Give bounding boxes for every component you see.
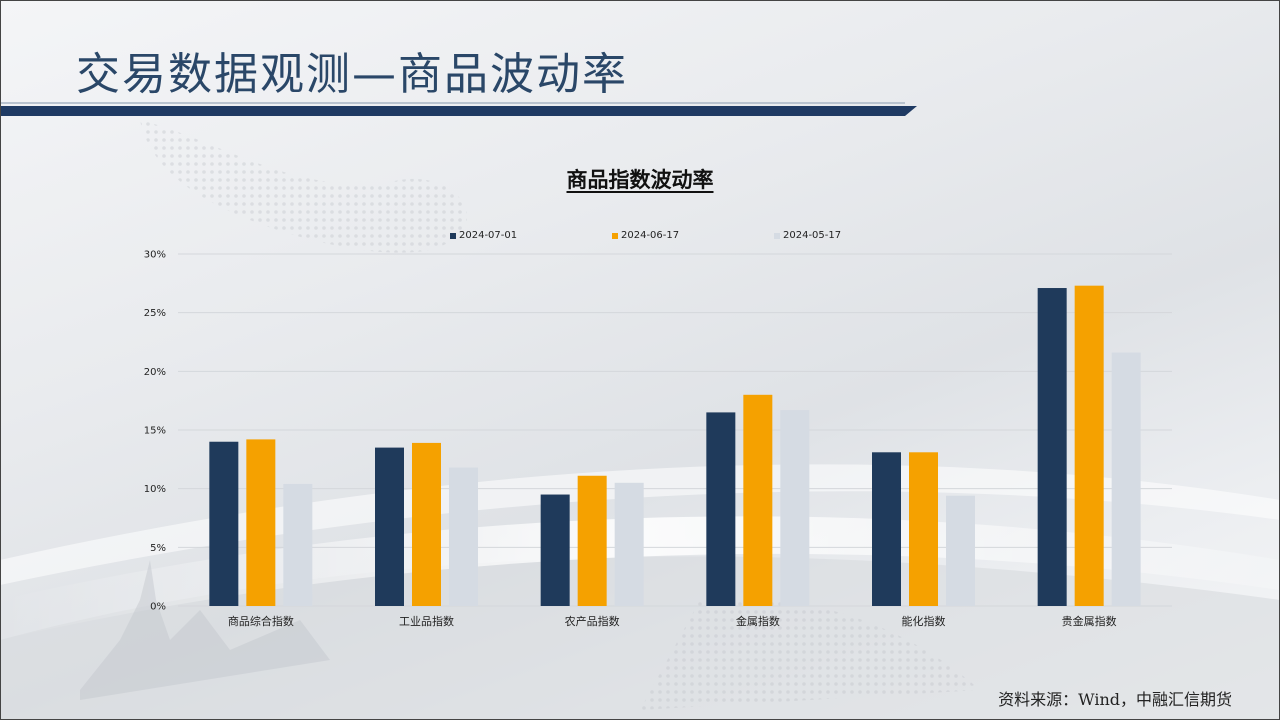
bar-2 [909,452,938,606]
bar-2 [412,442,441,606]
legend-swatch-series-1 [450,232,456,239]
chart-title-text: 商品指数波动率 [566,167,714,192]
title-rule [0,102,905,104]
y-tick-label: 15% [144,426,166,437]
legend-item-series-2: 2024-06-17 [612,230,679,241]
x-tick-label: 贵金属指数 [1062,614,1117,628]
bar-1 [1037,288,1067,606]
legend-item-series-1: 2024-07-01 [450,230,517,241]
legend-swatch-series-3 [774,232,780,239]
y-tick-label: 0% [150,602,166,613]
legend-item-series-3: 2024-05-17 [774,230,841,241]
chart-legend: 2024-07-01 2024-06-17 2024-05-17 [0,230,1280,244]
bar-1 [872,452,901,606]
x-tick-label: 商品综合指数 [228,614,294,628]
title-bar [0,106,917,116]
bar-3 [946,495,975,606]
bar-1 [540,494,570,606]
bar-2 [1074,285,1104,606]
bar-3 [283,483,313,606]
y-tick-label: 20% [144,367,166,378]
y-tick-label: 25% [144,308,166,319]
bar-2 [577,475,607,606]
legend-label-series-1: 2024-07-01 [459,230,518,241]
bar-2 [743,394,773,606]
bar-3 [1111,352,1141,606]
slide-title: 交易数据观测—商品波动率 [76,49,628,100]
y-tick-label: 30% [144,250,166,261]
source-note: 资料来源：Wind，中融汇信期货 [998,690,1232,709]
bar-1 [706,412,736,606]
legend-label-series-2: 2024-06-17 [621,230,680,241]
bar-3 [614,482,644,606]
legend-label-series-3: 2024-05-17 [783,230,842,241]
x-tick-label: 能化指数 [902,614,946,628]
bar-1 [375,447,404,606]
chart-title: 商品指数波动率 [0,164,1280,194]
bar-3 [780,410,810,606]
y-tick-label: 10% [144,484,166,495]
bar-3 [449,467,478,606]
legend-swatch-series-2 [612,232,618,239]
y-tick-label: 5% [150,543,166,554]
bar-2 [246,439,276,606]
x-tick-label: 农产品指数 [565,614,620,628]
x-tick-label: 工业品指数 [399,614,454,628]
bar-1 [209,441,239,606]
x-tick-label: 金属指数 [736,614,780,628]
